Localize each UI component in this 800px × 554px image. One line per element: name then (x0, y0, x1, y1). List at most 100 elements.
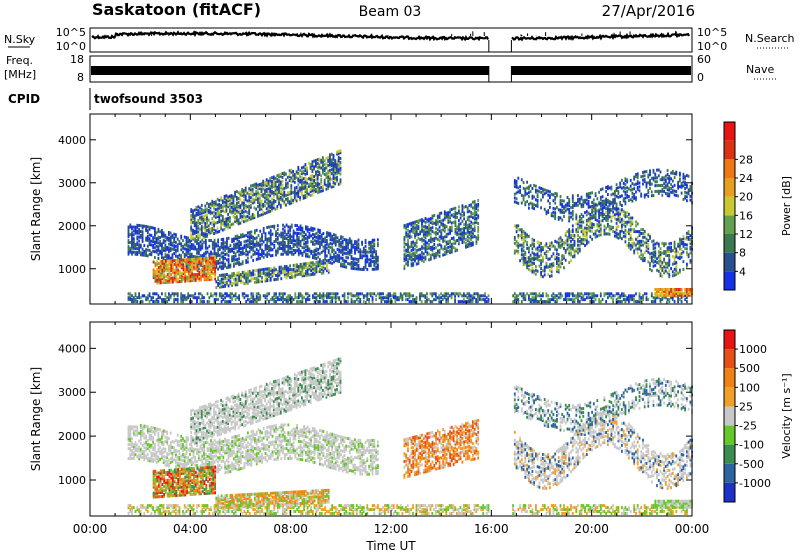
power-cell (294, 267, 297, 271)
power-cell (222, 298, 225, 302)
power-cell (557, 262, 560, 266)
power-cell (570, 239, 572, 243)
power-cell (459, 216, 462, 220)
power-cell (279, 197, 282, 201)
power-cell (173, 244, 176, 248)
power-cell (568, 228, 571, 232)
power-cell (207, 218, 210, 222)
power-cell (241, 191, 244, 195)
power-cell (528, 258, 530, 262)
power-cell (680, 185, 683, 189)
power-cell (315, 247, 318, 251)
power-cell (305, 242, 307, 246)
power-cell (214, 200, 217, 204)
power-cell (568, 215, 571, 219)
power-cell (201, 266, 204, 270)
power-cell (594, 209, 597, 213)
power-cell (638, 234, 641, 237)
power-cell (679, 173, 681, 177)
power-cell (340, 241, 342, 245)
power-cell (274, 200, 277, 203)
power-cell (220, 300, 223, 304)
power-cell (513, 241, 516, 245)
power-cell (472, 222, 474, 225)
power-cell (264, 182, 266, 186)
power-cell (435, 221, 437, 225)
power-cell (443, 245, 446, 249)
power-cell (475, 238, 478, 242)
power-cell (216, 197, 219, 201)
power-cell (136, 225, 139, 229)
power-cell (684, 175, 686, 179)
power-cell (652, 255, 655, 258)
power-cell (171, 292, 174, 296)
power-cell (283, 237, 286, 241)
power-cell (166, 255, 169, 259)
freq-tick-bottom: 8 (77, 71, 84, 84)
power-cell (285, 266, 288, 270)
power-cell (218, 294, 221, 298)
power-cell (361, 250, 363, 254)
power-cell (571, 230, 574, 234)
power-cell (415, 254, 418, 258)
power-cell (234, 244, 237, 248)
power-cell (243, 270, 246, 274)
power-cell (340, 262, 342, 266)
power-cell (317, 238, 320, 242)
power-cell (463, 236, 465, 240)
power-cell (195, 238, 198, 242)
power-cell (463, 232, 465, 236)
power-cell (659, 264, 662, 268)
power-cell (311, 164, 314, 168)
power-cell (317, 236, 320, 240)
power-cell (556, 240, 558, 244)
power-cell (276, 277, 279, 281)
power-cell (161, 232, 163, 236)
power-cell (361, 240, 363, 244)
power-cell (248, 244, 251, 248)
power-cell (373, 256, 376, 260)
power-cell (645, 170, 648, 173)
power-cell (458, 222, 460, 226)
power-cell (136, 229, 139, 233)
power-cell (269, 235, 272, 238)
power-cell (578, 226, 581, 230)
power-cell (542, 248, 544, 252)
power-cell (141, 300, 144, 304)
power-cell (631, 191, 634, 195)
power-cell (340, 256, 342, 260)
power-cell (599, 201, 602, 205)
power-cell (626, 186, 629, 190)
power-cell (251, 216, 254, 220)
power-cell (186, 277, 188, 281)
power-cell (458, 240, 460, 244)
power-cell (222, 294, 225, 298)
power-cell (143, 294, 146, 298)
power-cell (185, 240, 188, 243)
power-cell (290, 189, 293, 193)
power-cell (675, 247, 678, 251)
power-cell (176, 298, 179, 302)
power-cell (375, 254, 377, 257)
power-cell (278, 243, 281, 247)
power-cell (276, 273, 279, 277)
power-cell (410, 264, 413, 268)
power-cell (303, 264, 305, 268)
power-cell (621, 204, 623, 207)
power-cell (322, 160, 324, 163)
power-cell (538, 254, 541, 258)
power-cell (631, 195, 634, 199)
power-cell (686, 251, 688, 255)
power-cell (628, 245, 630, 249)
power-cell (211, 230, 214, 234)
power-cell (580, 197, 583, 201)
power-cell (266, 277, 269, 281)
power-cell (243, 276, 246, 280)
power-cell (161, 281, 164, 285)
power-cell (659, 178, 662, 182)
power-cell (524, 256, 527, 260)
power-cell (255, 280, 258, 284)
power-cell (331, 250, 334, 254)
power-cell (311, 173, 314, 177)
power-cell (679, 247, 681, 251)
